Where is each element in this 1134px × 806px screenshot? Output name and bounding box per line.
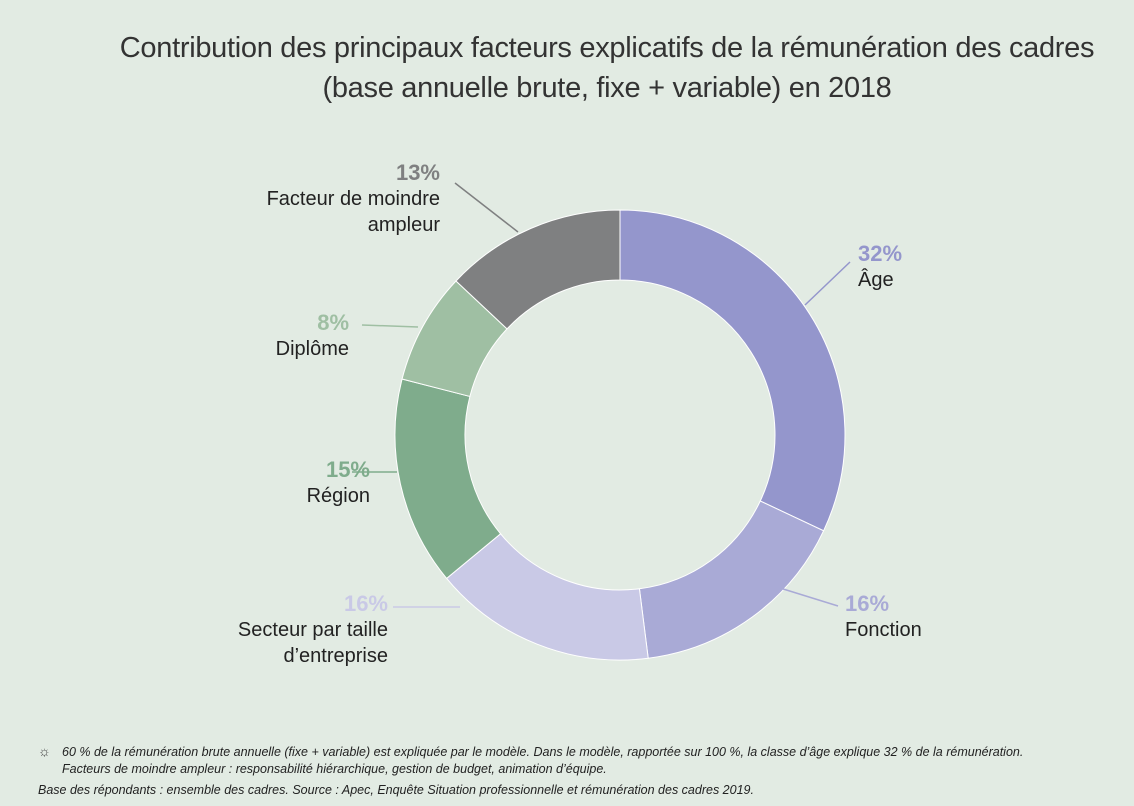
footnote: 60 % de la rémunération brute annuelle (… bbox=[62, 745, 1024, 776]
data-label: 15% Région bbox=[220, 457, 370, 509]
category-label: Diplôme bbox=[275, 338, 349, 360]
leader-line bbox=[454, 182, 519, 233]
bulb-icon: ☼ bbox=[38, 743, 51, 759]
category-label: Secteur par taille d’entreprise bbox=[237, 619, 388, 667]
data-label: 16% Secteur par taille d’entreprise bbox=[188, 591, 388, 669]
category-label: Facteur de moindre ampleur bbox=[266, 188, 440, 236]
value-label: 16% bbox=[343, 591, 388, 616]
donut-segment bbox=[455, 209, 621, 330]
data-label: 13% Facteur de moindre ampleur bbox=[240, 160, 440, 238]
donut-segment bbox=[638, 500, 825, 659]
donut-segment bbox=[619, 209, 846, 532]
chart-title: Contribution des principaux facteurs exp… bbox=[119, 32, 1095, 104]
value-label: 16% bbox=[845, 591, 890, 616]
value-label: 32% bbox=[858, 241, 903, 266]
data-label: 32% Âge bbox=[858, 241, 978, 293]
value-label: 8% bbox=[317, 310, 349, 335]
source: Base des répondants : ensemble des cadre… bbox=[38, 783, 754, 797]
data-label: 8% Diplôme bbox=[199, 310, 349, 362]
leader-line bbox=[804, 261, 851, 306]
leader-line bbox=[361, 324, 419, 328]
category-label: Fonction bbox=[845, 619, 922, 641]
data-label: 16% Fonction bbox=[845, 591, 985, 643]
leader-line bbox=[779, 587, 839, 607]
category-label: Région bbox=[306, 485, 370, 507]
value-label: 13% bbox=[395, 160, 440, 185]
category-label: Âge bbox=[858, 269, 894, 291]
value-label: 15% bbox=[325, 457, 370, 482]
